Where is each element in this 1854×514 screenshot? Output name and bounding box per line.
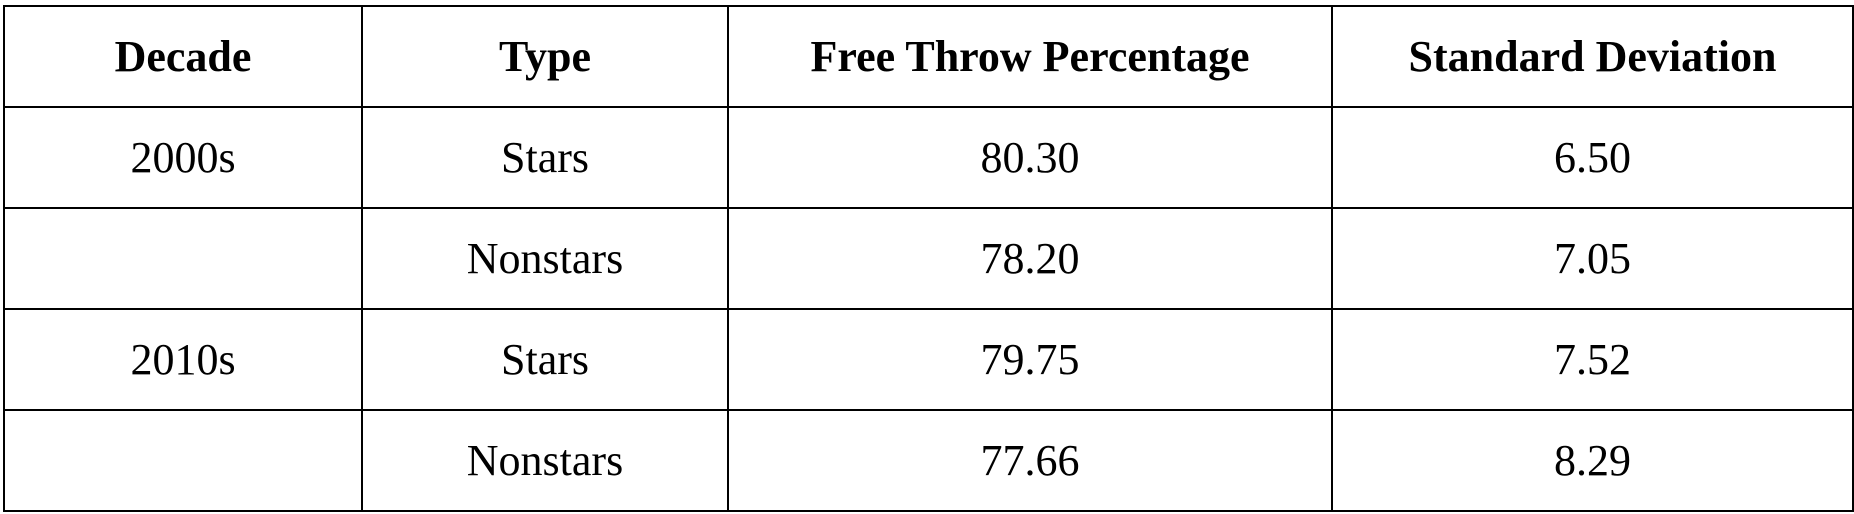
- cell-standard-deviation: 8.29: [1331, 409, 1854, 512]
- cell-type: Stars: [361, 106, 729, 209]
- free-throw-table: Decade Type Free Throw Percentage Standa…: [3, 5, 1854, 512]
- cell-type: Stars: [361, 308, 729, 411]
- cell-decade: 2000s: [3, 106, 363, 209]
- table-header-row: Decade Type Free Throw Percentage Standa…: [3, 5, 1854, 108]
- header-type: Type: [361, 5, 729, 108]
- table-row: Nonstars 77.66 8.29: [3, 409, 1854, 512]
- header-decade: Decade: [3, 5, 363, 108]
- data-table-container: Decade Type Free Throw Percentage Standa…: [3, 5, 1854, 512]
- cell-type: Nonstars: [361, 409, 729, 512]
- cell-standard-deviation: 6.50: [1331, 106, 1854, 209]
- cell-decade: 2010s: [3, 308, 363, 411]
- cell-free-throw-percentage: 77.66: [727, 409, 1333, 512]
- cell-decade: [3, 409, 363, 512]
- cell-free-throw-percentage: 80.30: [727, 106, 1333, 209]
- table-row: Nonstars 78.20 7.05: [3, 207, 1854, 310]
- header-free-throw-percentage: Free Throw Percentage: [727, 5, 1333, 108]
- cell-decade: [3, 207, 363, 310]
- cell-type: Nonstars: [361, 207, 729, 310]
- table-row: 2010s Stars 79.75 7.52: [3, 308, 1854, 411]
- cell-standard-deviation: 7.05: [1331, 207, 1854, 310]
- cell-free-throw-percentage: 79.75: [727, 308, 1333, 411]
- table-row: 2000s Stars 80.30 6.50: [3, 106, 1854, 209]
- cell-free-throw-percentage: 78.20: [727, 207, 1333, 310]
- header-standard-deviation: Standard Deviation: [1331, 5, 1854, 108]
- cell-standard-deviation: 7.52: [1331, 308, 1854, 411]
